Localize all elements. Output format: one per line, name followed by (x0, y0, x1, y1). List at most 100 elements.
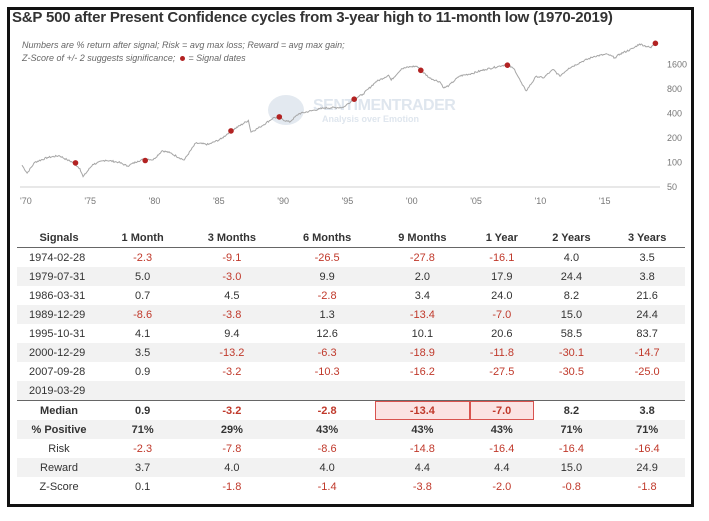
row-label: 1979-07-31 (17, 267, 101, 286)
row-label: Risk (48, 442, 70, 455)
table-cell: 24.4 (533, 267, 610, 286)
table-cell: -2.8 (317, 289, 337, 302)
x-tick-label: '80 (149, 196, 161, 206)
table-cell: -11.8 (470, 343, 534, 362)
table-cell: -18.9 (374, 343, 471, 362)
table-cell: -2.8 (279, 400, 375, 420)
signal-marker (276, 114, 283, 120)
chart-note-zscore: Z-Score of +/- 2 suggests significance; (22, 53, 176, 63)
watermark-brand: SENTIMENTRADER (313, 97, 456, 114)
x-tick-label: '90 (277, 196, 289, 206)
table-cell: 43% (470, 420, 534, 439)
y-tick-label: 1600 (667, 60, 687, 70)
table-row: % Positive 71% 29% 43% 43% 43% 71% 71% (17, 420, 685, 439)
table-cell: -16.2 (409, 365, 435, 378)
row-label: Reward (17, 458, 101, 477)
table-row: Z-Score 0.1 -1.8 -1.4 -3.8 -2.0 -0.8 -1.8 (17, 477, 685, 496)
table-cell: -14.7 (609, 343, 685, 362)
table-row: 1986-03-31 0.7 4.5 -2.8 3.4 24.0 8.2 21.6 (17, 286, 685, 305)
table-cell: -16.1 (489, 251, 515, 264)
table-cell: -16.4 (634, 442, 660, 455)
y-tick-label: 400 (667, 109, 682, 119)
table-cell: 71% (101, 420, 185, 439)
table-cell: 4.0 (563, 251, 580, 264)
column-header: Signals (17, 228, 101, 248)
table-row: 2000-12-29 3.5 -13.2 -6.3 -18.9 -11.8 -30.1 -14… (17, 343, 685, 362)
table-row: Reward 3.7 4.0 4.0 4.4 4.4 15.0 24.9 (17, 458, 685, 477)
table-cell: 5.0 (101, 267, 185, 286)
x-tick-label: '15 (599, 196, 611, 206)
table-cell: 43% (279, 420, 375, 439)
table-cell: 20.6 (491, 327, 513, 340)
table-cell: -2.0 (492, 480, 512, 493)
x-axis-ticks: '70 '75 '80 '85 '90 '95 '00 '05 '10 '15 (20, 196, 611, 206)
row-label: 1989-12-29 (17, 305, 101, 324)
table-cell: 4.4 (374, 458, 471, 477)
x-tick-label: '10 (535, 196, 547, 206)
table-header-row: Signals 1 Month 3 Months 6 Months 9 Months 1 … (17, 228, 685, 248)
signal-marker (142, 157, 148, 164)
price-chart: '70 '75 '80 '85 '90 '95 '00 '05 '10 '15 50 100 200 4… (20, 40, 687, 206)
table-row: Risk -2.3 -7.8 -8.6 -14.8 -16.4 -16.4 -16.4 (17, 439, 685, 458)
signal-marker (418, 67, 424, 74)
table-cell: 83.7 (636, 327, 658, 340)
table-cell: 4.5 (224, 289, 240, 302)
table-cell (279, 381, 375, 401)
watermark-tagline: Analysis over Emotion (322, 114, 420, 124)
row-label: 1974-02-28 (29, 251, 86, 264)
table-cell: 15.0 (533, 305, 610, 324)
table-cell: -1.8 (222, 480, 242, 493)
table-cell: 24.0 (491, 289, 513, 302)
x-tick-label: '05 (470, 196, 482, 206)
column-header: 6 Months (279, 228, 375, 248)
table-cell: 17.9 (470, 267, 534, 286)
table-cell: -7.8 (222, 442, 242, 455)
column-header: 3 Years (609, 228, 685, 248)
table-cell (533, 381, 610, 401)
chart-note-signal-label: = Signal dates (188, 53, 246, 63)
table-cell: 8.2 (563, 289, 580, 302)
signal-marker (72, 160, 79, 166)
table-row: 1989-12-29 -8.6 -3.8 1.3 -13.4 -7.0 15.0 24.4 (17, 305, 685, 324)
table-cell: 10.1 (411, 327, 434, 340)
table-cell: -16.4 (489, 442, 515, 455)
table-row: 2007-09-28 0.9 -3.2 -10.3 -16.2 -27.5 -30.5 -25… (17, 362, 685, 381)
table-cell: 9.9 (279, 267, 375, 286)
column-header: 1 Year (470, 228, 534, 248)
row-label: Z-Score (39, 480, 79, 493)
column-header: 9 Months (374, 228, 471, 248)
table-cell (184, 381, 280, 401)
table-cell: 8.2 (533, 400, 610, 420)
table-cell: 4.1 (134, 327, 151, 340)
row-label: 1995-10-31 (29, 327, 86, 340)
returns-table: Signals 1 Month 3 Months 6 Months 9 Months 1 … (17, 228, 685, 496)
x-tick-label: '75 (84, 196, 96, 206)
table-cell: 71% (609, 420, 685, 439)
table-cell: 3.5 (101, 343, 185, 362)
table-cell: -2.3 (133, 251, 153, 264)
table-cell: -9.1 (222, 251, 242, 264)
table-cell: -13.2 (184, 343, 280, 362)
table-cell: 3.4 (414, 289, 431, 302)
table-cell: 9.4 (224, 327, 240, 340)
table-cell: -3.2 (222, 365, 242, 378)
table-cell: -3.0 (184, 267, 280, 286)
table-cell: 43% (374, 420, 471, 439)
table-cell: -13.4 (374, 400, 471, 420)
table-cell: -0.8 (561, 480, 581, 493)
signal-marker (504, 62, 511, 68)
table-row: 1979-07-31 5.0 -3.0 9.9 2.0 17.9 24.4 3.8 (17, 267, 685, 286)
table-cell: 4.0 (279, 458, 375, 477)
table-cell: 0.9 (101, 400, 185, 420)
table-cell: -27.5 (489, 365, 515, 378)
table-cell: 3.7 (101, 458, 185, 477)
x-tick-label: '95 (342, 196, 354, 206)
table-cell: -26.5 (314, 251, 340, 264)
table-cell (609, 381, 685, 401)
column-header: 1 Month (101, 228, 185, 248)
y-axis-ticks: 50 100 200 400 800 1600 (667, 60, 687, 193)
table-cell: 3.5 (639, 251, 655, 264)
column-header: 3 Months (184, 228, 280, 248)
table-cell: -8.6 (317, 442, 337, 455)
table-cell: 2.0 (374, 267, 471, 286)
